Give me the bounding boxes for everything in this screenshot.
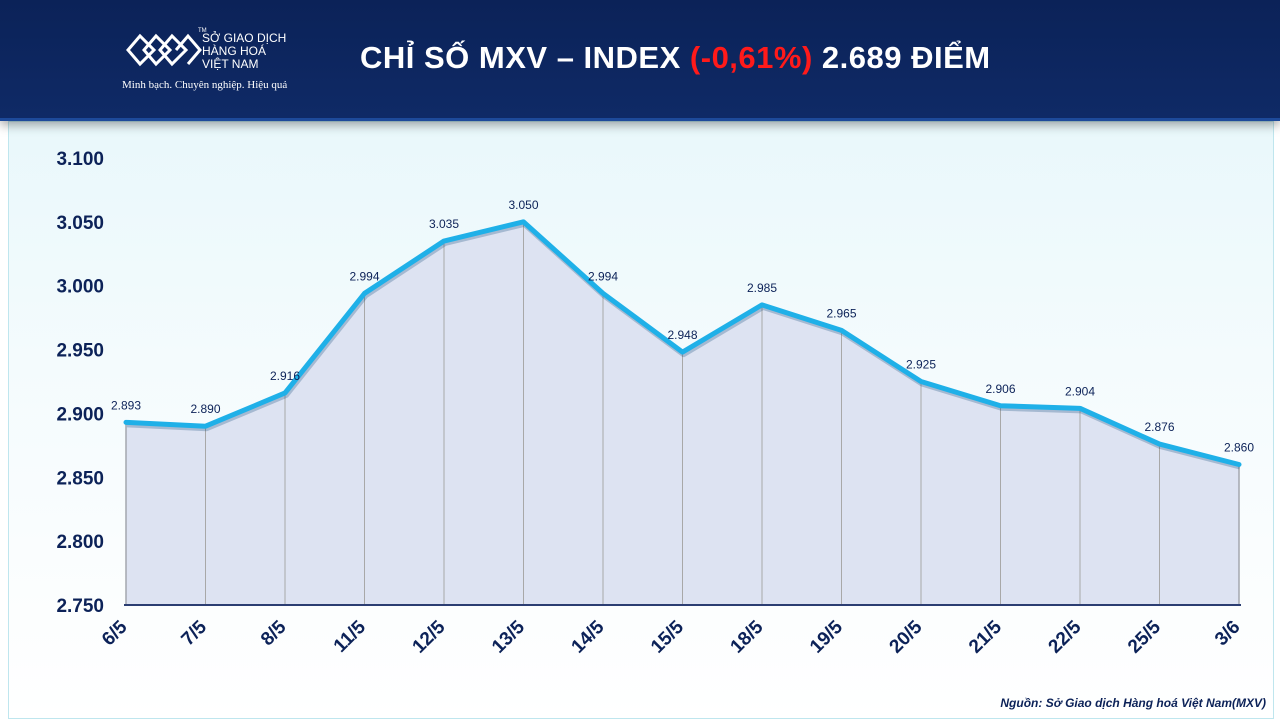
chart-title: CHỈ SỐ MXV – INDEX (-0,61%) 2.689 ĐIỂM [360, 40, 1240, 76]
source-note: Nguồn: Sở Giao dịch Hàng hoá Việt Nam(MX… [1000, 696, 1266, 710]
logo-tagline: Minh bạch. Chuyên nghiệp. Hiệu quả [122, 79, 288, 91]
x-tick-label: 6/5 [98, 616, 132, 650]
title-change: (-0,61%) [689, 40, 813, 75]
y-tick-label: 2.900 [56, 404, 104, 425]
x-tick-label: 7/5 [178, 616, 212, 650]
mxv-logo-mark-icon [126, 33, 202, 67]
mxv-logo: TM SỞ GIAO DỊCH HÀNG HOÁ VIỆT NAM Minh b… [118, 26, 318, 96]
y-tick-label: 3.000 [56, 277, 104, 298]
series-line [123, 219, 1242, 468]
data-label: 3.035 [429, 217, 459, 231]
data-label: 2.904 [1065, 384, 1095, 398]
data-label: 2.925 [906, 358, 936, 372]
x-tick-label: 14/5 [568, 616, 609, 657]
data-label: 2.876 [1144, 420, 1174, 434]
y-tick-label: 3.050 [56, 213, 104, 234]
data-label: 2.965 [826, 306, 856, 320]
x-tick-label: 19/5 [806, 616, 847, 657]
title-value: 2.689 ĐIỂM [821, 40, 991, 75]
data-label: 2.985 [747, 281, 777, 295]
logo-trademark: TM [198, 28, 207, 34]
x-tick-label: 25/5 [1124, 616, 1165, 657]
data-label: 2.890 [190, 402, 220, 416]
data-label: 2.994 [588, 269, 618, 283]
logo-org-line2: HÀNG HOÁ [202, 44, 267, 58]
y-tick-label: 2.950 [56, 341, 104, 362]
y-tick-label: 2.850 [56, 468, 104, 489]
logo-org-line1: SỞ GIAO DỊCH [202, 31, 287, 45]
x-tick-label: 12/5 [409, 616, 450, 657]
data-label: 2.906 [985, 382, 1015, 396]
x-tick-label: 18/5 [727, 616, 768, 657]
x-tick-label: 21/5 [965, 616, 1006, 657]
data-label: 2.948 [667, 328, 697, 342]
x-tick-label: 20/5 [886, 616, 927, 657]
title-main: CHỈ SỐ MXV – INDEX [360, 40, 681, 75]
data-label: 2.860 [1224, 441, 1254, 455]
y-tick-label: 2.800 [56, 532, 104, 553]
header-banner: TM SỞ GIAO DỊCH HÀNG HOÁ VIỆT NAM Minh b… [0, 0, 1280, 121]
x-tick-label: 13/5 [488, 616, 529, 657]
x-tick-label: 8/5 [257, 616, 291, 650]
x-tick-label: 22/5 [1045, 616, 1086, 657]
x-tick-label: 3/6 [1211, 617, 1245, 651]
logo-org-name: SỞ GIAO DỊCH HÀNG HOÁ VIỆT NAM [202, 32, 322, 71]
data-label: 2.916 [270, 369, 300, 383]
data-label: 2.994 [349, 269, 379, 283]
data-label: 2.893 [111, 398, 141, 412]
x-tick-label: 15/5 [647, 616, 688, 657]
data-label: 3.050 [508, 198, 538, 212]
y-tick-label: 2.750 [56, 596, 104, 617]
y-tick-label: 3.100 [56, 149, 104, 170]
x-tick-label: 11/5 [330, 616, 371, 657]
logo-org-line3: VIỆT NAM [202, 57, 259, 71]
